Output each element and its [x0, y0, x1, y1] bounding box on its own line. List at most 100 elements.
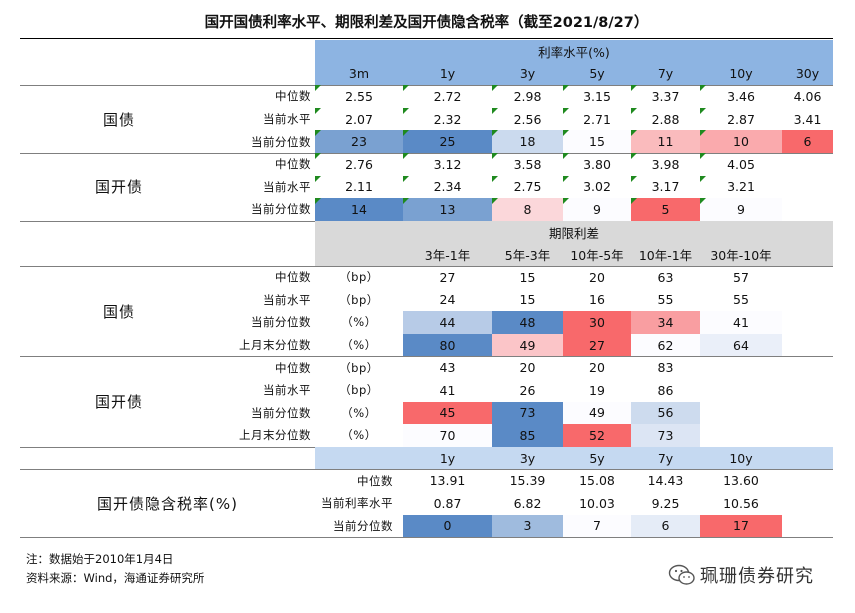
row-divider — [20, 356, 833, 358]
table-cell: 3.21 — [700, 175, 782, 199]
note-marker-icon — [403, 85, 409, 92]
table-cell: 86 — [657, 382, 674, 398]
table-cell: 7 — [563, 514, 631, 538]
note-marker-icon — [563, 107, 569, 114]
row-unit: （%） — [341, 405, 377, 420]
row-label: 当前分位数 — [251, 315, 311, 330]
rates-header-band — [315, 40, 833, 63]
row-label: 上月末分位数 — [239, 338, 311, 353]
row-divider — [20, 469, 833, 471]
row-label: 当前分位数 — [251, 405, 311, 420]
table-cell: 23 — [315, 130, 403, 153]
table-cell: 18 — [492, 130, 563, 153]
row-label: 当前利率水平 — [321, 496, 393, 511]
brand-watermark: 珮珊债券研究 — [668, 562, 814, 588]
spread-header-band — [315, 220, 833, 266]
table-cell: 3 — [492, 514, 563, 538]
table-cell: 2.56 — [492, 107, 563, 131]
table-cell: 6 — [631, 514, 700, 538]
footer-note: 注：数据始于2010年1月4日 — [26, 552, 174, 566]
note-marker-icon — [563, 198, 569, 205]
table-cell: 20 — [589, 360, 605, 376]
note-marker-icon — [563, 153, 569, 159]
table-cell: 70 — [403, 424, 492, 447]
table-cell: 2.88 — [631, 107, 700, 131]
tenor-header: 3y — [519, 450, 536, 466]
table-cell: 73 — [492, 401, 563, 425]
table-cell: 10.03 — [579, 495, 615, 511]
note-marker-icon — [492, 107, 498, 114]
table-cell: 34 — [631, 311, 700, 334]
table-cell: 4.06 — [793, 88, 822, 104]
table-cell: 45 — [403, 401, 492, 425]
row-unit: （%） — [341, 428, 377, 443]
data-table: 利率水平(%) 3m 1y 3y 5y 7y 10y 30y 国债 中位数 2.55 2.72 2.98… — [20, 40, 833, 548]
table-cell: 3.80 — [563, 153, 631, 176]
row-divider — [20, 153, 833, 154]
table-cell: 15.08 — [579, 473, 615, 489]
tenor-header: 1y — [439, 450, 456, 466]
table-cell: 16 — [589, 292, 605, 308]
row-unit: （%） — [341, 338, 377, 353]
table-cell: 83 — [657, 360, 674, 376]
tenor-header: 5y — [589, 66, 605, 82]
table-cell: 11 — [631, 130, 700, 153]
table-cell: 2.34 — [403, 175, 492, 199]
footer-source: 资料来源：Wind，海通证券研究所 — [26, 571, 205, 585]
table-cell: 52 — [563, 424, 631, 447]
group-name: 国债 — [102, 302, 135, 321]
spread-column-header: 10年-5年 — [570, 248, 624, 264]
spread-column-header: 5年-3年 — [504, 248, 551, 264]
row-label: 上月末分位数 — [239, 428, 311, 443]
row-label: 中位数 — [275, 270, 311, 285]
row-label: 中位数 — [357, 473, 393, 488]
note-marker-icon — [631, 198, 637, 205]
brand-name: 珮珊债券研究 — [700, 566, 814, 587]
note-marker-icon — [403, 153, 409, 159]
table-cell: 41 — [700, 311, 782, 334]
table-cell: 41 — [439, 382, 456, 398]
row-label: 中位数 — [275, 157, 311, 172]
group-name: 国债 — [102, 110, 135, 129]
table-cell: 80 — [403, 333, 492, 357]
table-cell: 55 — [657, 292, 674, 308]
group-name: 国开债隐含税率(%) — [97, 494, 238, 513]
row-label: 当前分位数 — [333, 518, 393, 533]
row-label: 当前水平 — [263, 383, 311, 398]
table-cell: 2.98 — [492, 85, 563, 108]
tenor-header: 30y — [795, 66, 820, 82]
tenor-header: 7y — [657, 66, 674, 82]
table-cell: 9 — [563, 198, 631, 221]
rates-tenor-band — [315, 62, 833, 86]
table-cell: 43 — [439, 360, 456, 376]
table-cell: 6.82 — [513, 495, 542, 511]
table-cell: 27 — [563, 333, 631, 357]
table-cell: 9 — [700, 198, 782, 221]
row-unit: （bp） — [339, 383, 379, 398]
note-marker-icon — [315, 85, 321, 92]
table-cell: 85 — [492, 424, 563, 447]
note-marker-icon — [700, 85, 706, 92]
table-cell: 3.17 — [631, 175, 700, 199]
tenor-header: 10y — [729, 450, 753, 466]
table-cell: 0.87 — [433, 495, 462, 511]
table-cell: 17 — [700, 514, 782, 538]
group-name: 国开债 — [94, 393, 143, 412]
row-divider — [20, 85, 833, 87]
note-marker-icon — [700, 153, 706, 159]
table-cell: 5 — [631, 198, 700, 221]
table-cell: 2.32 — [403, 107, 492, 131]
table-title: 国开国债利率水平、期限利差及国开债隐含税率（截至2021/8/27） — [20, 8, 833, 39]
note-marker-icon — [631, 85, 637, 92]
table-cell: 20 — [519, 360, 536, 376]
footer: 注：数据始于2010年1月4日 资料来源：Wind，海通证券研究所 — [26, 550, 204, 588]
table-cell: 2.76 — [315, 153, 403, 176]
note-marker-icon — [492, 153, 498, 159]
table-cell: 27 — [439, 269, 456, 285]
table-cell: 48 — [492, 311, 563, 334]
table-cell: 2.72 — [403, 85, 492, 108]
table-cell: 2.87 — [700, 107, 782, 131]
note-marker-icon — [563, 130, 569, 137]
row-divider — [20, 266, 833, 267]
note-marker-icon — [700, 198, 706, 205]
